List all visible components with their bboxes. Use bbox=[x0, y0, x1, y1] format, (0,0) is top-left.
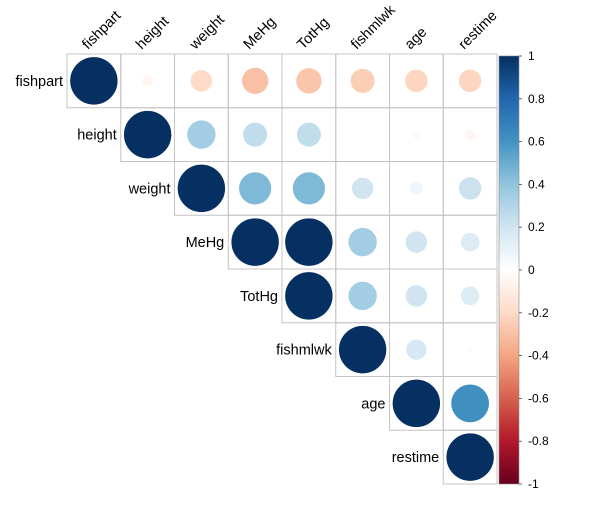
corr-circle-height-TotHg bbox=[296, 122, 321, 147]
corr-circle-fishpart-age bbox=[405, 69, 428, 93]
colorbar-tick-label: -0.2 bbox=[528, 306, 549, 320]
grid-lines bbox=[66, 53, 498, 485]
colorbar-tick-label: -0.6 bbox=[528, 391, 549, 405]
row-label-TotHg: TotHg bbox=[240, 289, 278, 305]
col-label-MeHg: MeHg bbox=[241, 14, 280, 53]
row-label-restime: restime bbox=[392, 450, 440, 466]
corr-circle-height-fishmlwk bbox=[360, 132, 366, 138]
corr-circle-weight-fishmlwk bbox=[351, 177, 374, 200]
corr-circle-fishpart-fishmlwk bbox=[350, 68, 375, 93]
colorbar-tick-label: -0.8 bbox=[528, 434, 549, 448]
grid-cell-restime-restime bbox=[442, 429, 498, 485]
corr-circle-MeHg-age bbox=[405, 231, 428, 253]
colorbar-tick-label: 0.6 bbox=[528, 135, 545, 149]
corr-circle-MeHg-restime bbox=[460, 232, 480, 252]
colorbar-tick-label: 0.4 bbox=[528, 177, 545, 191]
col-label-restime: restime bbox=[456, 8, 501, 53]
corr-circle-weight-age bbox=[410, 182, 423, 195]
corr-circle-fishpart-MeHg bbox=[241, 67, 269, 95]
colorbar-tick-label: 0 bbox=[528, 263, 535, 277]
corr-circle-weight-MeHg bbox=[239, 172, 272, 205]
corr-circle-height-height bbox=[123, 110, 172, 159]
row-label-fishmlwk: fishmlwk bbox=[276, 343, 332, 359]
corr-circle-fishmlwk-fishmlwk bbox=[338, 325, 387, 374]
col-label-fishmlwk: fishmlwk bbox=[348, 2, 399, 53]
col-label-weight: weight bbox=[186, 12, 228, 54]
colorbar-tick-label: 1 bbox=[528, 49, 535, 63]
col-label-age: age bbox=[402, 24, 430, 52]
colorbar-tick-label: -1 bbox=[528, 477, 539, 491]
row-label-height: height bbox=[77, 128, 117, 144]
row-label-fishpart: fishpart bbox=[15, 74, 63, 90]
corr-circle-MeHg-MeHg bbox=[230, 217, 280, 267]
colorbar-tick-label: 0.8 bbox=[528, 92, 545, 106]
col-label-TotHg: TotHg bbox=[294, 15, 332, 53]
row-label-weight: weight bbox=[128, 181, 171, 197]
row-label-age: age bbox=[361, 396, 385, 412]
corr-circle-MeHg-TotHg bbox=[284, 217, 334, 267]
colorbar-tick-label: 0.2 bbox=[528, 220, 545, 234]
corr-circle-height-weight bbox=[187, 120, 216, 149]
colorbar-gradient bbox=[499, 56, 519, 484]
colorbar: 1 0.8 0.6 0.4 0.2 0 -0.2 -0.4 -0.6 -0.8 -1 bbox=[498, 49, 549, 491]
corr-circle-fishpart-restime bbox=[458, 69, 482, 93]
correlation-circles bbox=[69, 56, 495, 482]
corr-circle-fishpart-weight bbox=[190, 70, 213, 92]
corr-circle-restime-restime bbox=[445, 432, 495, 482]
corr-circle-TotHg-TotHg bbox=[284, 271, 334, 321]
col-label-height: height bbox=[133, 14, 172, 53]
corr-circle-height-restime bbox=[464, 129, 476, 140]
row-label-MeHg: MeHg bbox=[186, 235, 225, 251]
corr-circle-fishpart-TotHg bbox=[296, 68, 322, 94]
corr-circle-fishpart-height bbox=[142, 75, 153, 87]
corr-circle-weight-TotHg bbox=[292, 172, 325, 205]
corr-circle-weight-weight bbox=[177, 164, 226, 213]
col-label-fishpart: fishpart bbox=[79, 8, 124, 53]
corr-circle-TotHg-age bbox=[405, 285, 428, 307]
corr-circle-height-MeHg bbox=[243, 122, 268, 147]
corr-circle-age-age bbox=[392, 379, 441, 428]
corr-circle-height-age bbox=[412, 130, 421, 139]
corr-circle-age-restime bbox=[451, 384, 490, 423]
colorbar-tick-label: -0.4 bbox=[528, 349, 549, 363]
corr-circle-MeHg-fishmlwk bbox=[348, 227, 377, 257]
corr-circle-TotHg-fishmlwk bbox=[348, 281, 377, 311]
corr-circle-weight-restime bbox=[458, 177, 482, 200]
corr-circle-fishmlwk-age bbox=[406, 339, 427, 360]
corr-circle-TotHg-restime bbox=[460, 286, 480, 306]
corr-circle-fishmlwk-restime bbox=[466, 346, 474, 354]
corr-circle-fishpart-fishpart bbox=[69, 56, 119, 106]
